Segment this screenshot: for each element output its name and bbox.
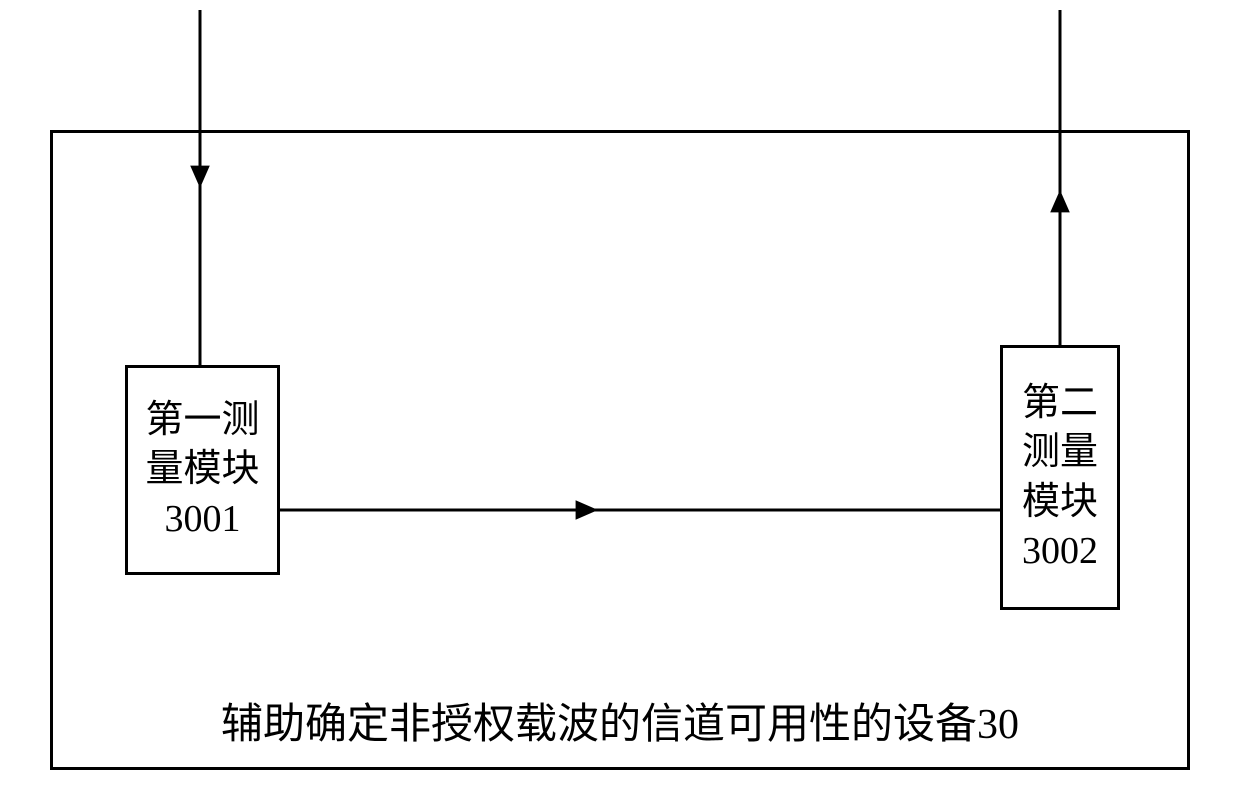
module-1-label: 第一测量模块3001 — [145, 396, 259, 544]
module-1-box: 第一测量模块3001 — [125, 365, 280, 575]
diagram-caption: 辅助确定非授权载波的信道可用性的设备30 — [180, 690, 1060, 751]
module-2-label: 第二测量模块3002 — [1022, 379, 1098, 577]
module-2-box: 第二测量模块3002 — [1000, 345, 1120, 610]
